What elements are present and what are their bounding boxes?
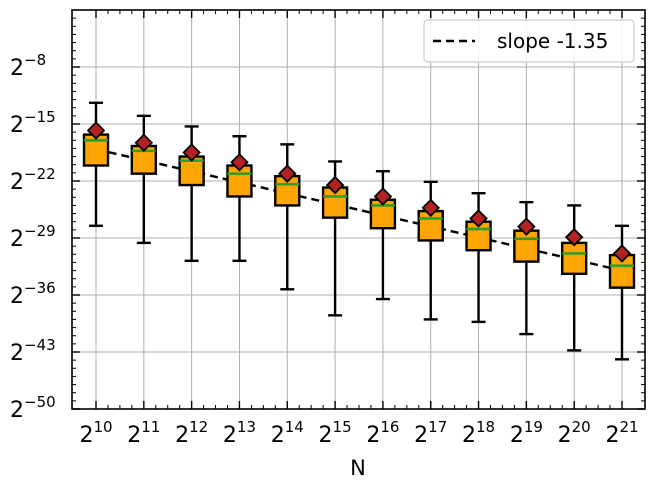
box-layer <box>82 101 636 361</box>
x-tick-label: 213 <box>223 418 256 448</box>
box-group <box>178 125 205 262</box>
plot-frame <box>71 9 646 410</box>
box-group <box>608 224 636 361</box>
legend: slope -1.35 <box>423 19 635 63</box>
mean-marker <box>517 217 536 236</box>
mean-marker <box>182 143 201 162</box>
y-tick-label: 2−50 <box>10 393 56 423</box>
x-tick-label: 210 <box>79 418 112 448</box>
y-tick-labels: 2−8 2−15 2−22 2−29 2−36 2−43 2−50 <box>10 51 56 423</box>
x-tick-label: 221 <box>605 418 638 448</box>
x-tick-labels: 210 211 212 213 214 215 216 217 218 219 220 221 <box>79 418 638 448</box>
mean-marker <box>277 164 297 183</box>
box-iqr <box>560 241 588 276</box>
x-tick-label: 217 <box>414 418 447 448</box>
y-tick-label: 2−22 <box>10 165 56 195</box>
box-group <box>321 160 349 317</box>
box-group <box>226 135 253 262</box>
legend-entry-label: slope -1.35 <box>497 29 608 53</box>
fit-line <box>95 148 623 272</box>
x-tick-label: 218 <box>462 418 495 448</box>
box-group <box>560 204 588 352</box>
mean-marker <box>564 227 584 247</box>
box-group <box>130 114 158 245</box>
mean-marker <box>421 198 441 218</box>
mean-marker <box>612 244 632 263</box>
x-tick-label: 211 <box>127 418 160 448</box>
box-group <box>465 192 492 324</box>
x-axis-label: N <box>350 456 366 480</box>
mean-marker <box>469 209 488 228</box>
fit-line-layer <box>95 148 623 272</box>
y-tick-label: 2−36 <box>10 279 56 309</box>
y-tick-label: 2−8 <box>10 51 46 81</box>
x-tick-label: 219 <box>510 418 543 448</box>
box-group <box>417 180 444 321</box>
grid-lines <box>72 10 645 409</box>
x-tick-label: 216 <box>366 418 399 448</box>
y-tick-label: 2−43 <box>10 336 56 366</box>
mean-marker <box>373 187 393 206</box>
box-group <box>274 143 301 291</box>
x-tick-label: 212 <box>175 418 208 448</box>
x-tick-label: 220 <box>558 418 591 448</box>
mean-marker <box>134 133 154 153</box>
box-group <box>369 170 397 301</box>
box-group <box>513 200 540 336</box>
legend-box <box>423 19 635 63</box>
mean-marker <box>86 121 106 140</box>
y-tick-label: 2−29 <box>10 222 56 252</box>
mean-marker <box>325 175 345 195</box>
x-tick-label: 215 <box>319 418 352 448</box>
x-tick-label: 214 <box>271 418 304 448</box>
box-group <box>82 101 110 227</box>
tick-marks <box>71 10 645 410</box>
y-tick-label: 2−15 <box>10 108 56 138</box>
mean-marker <box>230 152 249 172</box>
